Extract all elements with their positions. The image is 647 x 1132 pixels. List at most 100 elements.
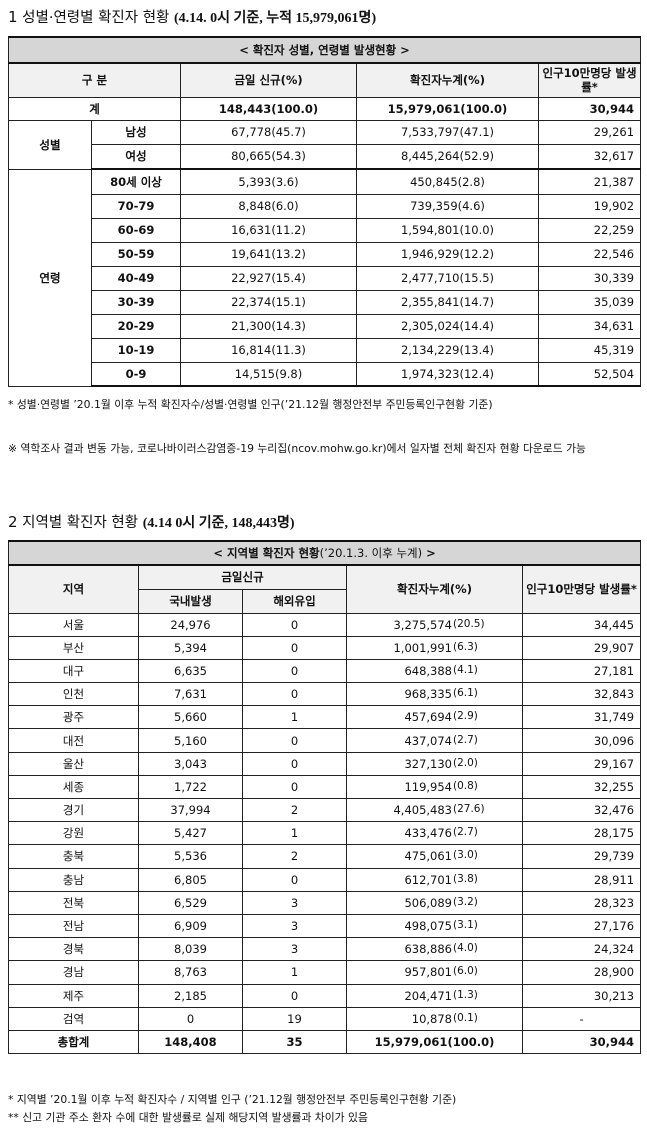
row-overseas: 1 <box>242 821 347 846</box>
row-label: 여성 <box>91 143 181 170</box>
row-region: 서울 <box>8 612 139 637</box>
row-region: 경기 <box>8 797 139 823</box>
header-rate: 인구10만명당 발생률* <box>521 564 642 614</box>
table1-total-row: 계 148,443(100.0) 15,979,061(100.0) 30,94… <box>8 96 642 121</box>
row-cum-pct: (2.7) <box>453 733 478 746</box>
table-row: 40-49 22,927(15.4) 2,477,710(15.5) 30,33… <box>9 265 642 291</box>
row-region: 전북 <box>8 890 139 915</box>
row-cumulative: 506,089 (3.2) <box>346 890 523 915</box>
row-region: 강원 <box>8 821 139 846</box>
row-label: 40-49 <box>91 265 181 291</box>
row-cumulative: 2,305,024(14.4) <box>356 313 539 339</box>
row-rate: 30,339 <box>537 265 642 291</box>
row-cum-value: 968,335 <box>404 687 452 702</box>
row-domestic: 5,427 <box>138 821 243 846</box>
table-row: 10-19 16,814(11.3) 2,134,229(13.4) 45,31… <box>9 337 642 363</box>
row-rate: 28,900 <box>521 960 642 985</box>
row-rate: 32,843 <box>521 682 642 707</box>
row-cum-pct: (4.0) <box>453 942 478 955</box>
row-rate: 30,096 <box>521 728 642 753</box>
table-row: 전북 6,529 3 506,089 (3.2) 28,323 <box>8 890 642 915</box>
row-rate: 52,504 <box>537 361 642 387</box>
row-cumulative: 2,477,710(15.5) <box>356 265 539 291</box>
row-rate: 21,387 <box>537 168 642 195</box>
table-row: 성별 남성 67,778(45.7) 7,533,797(47.1) 29,26… <box>8 119 642 170</box>
row-cum-value: 612,701 <box>404 872 452 887</box>
table-row: 0-9 14,515(9.8) 1,974,323(12.4) 52,504 <box>9 361 642 387</box>
row-cumulative: 3,275,574 (20.5) <box>346 612 523 637</box>
row-cumulative: 8,445,264(52.9) <box>356 143 539 170</box>
header-cumulative: 확진자누계(%) <box>356 62 539 98</box>
table-row: 강원 5,427 1 433,476 (2.7) 28,175 <box>8 821 642 846</box>
row-cumulative: 1,594,801(10.0) <box>356 217 539 243</box>
table-row: 30-39 22,374(15.1) 2,355,841(14.7) 35,03… <box>9 289 642 315</box>
row-cum-value: 457,694 <box>404 710 452 725</box>
row-today-new: 8,848(6.0) <box>180 193 357 219</box>
row-rate: 35,039 <box>537 289 642 315</box>
row-cumulative: 4,405,483 (27.6) <box>346 797 523 823</box>
row-cum-pct: (2.0) <box>453 756 478 769</box>
table2-caption-period: (’20.1.3. 이후 누계) <box>319 546 423 560</box>
row-region: 검역 <box>8 1006 139 1031</box>
section2-title: 지역별 확진자 현황 <box>22 515 139 531</box>
table2-caption-end: > <box>422 546 436 560</box>
row-region: 인천 <box>8 682 139 707</box>
row-cum-value: 204,471 <box>404 988 452 1003</box>
row-overseas: 1 <box>242 705 347 730</box>
row-cum-pct: (0.8) <box>453 779 478 792</box>
table-row: 광주 5,660 1 457,694 (2.9) 31,749 <box>8 705 642 730</box>
total-cumulative: 15,979,061(100.0) <box>346 1029 523 1054</box>
row-cum-pct: (20.5) <box>453 617 485 630</box>
section2-note-1: * 지역별 ’20.1월 이후 누적 확진자수 / 지역별 인구 (’21.12… <box>8 1093 457 1106</box>
row-cum-pct: (3.0) <box>453 849 478 862</box>
table-row: 대구 6,635 0 648,388 (4.1) 27,181 <box>8 658 642 684</box>
row-overseas: 0 <box>242 682 347 707</box>
row-today-new: 21,300(14.3) <box>180 313 357 339</box>
row-region: 충남 <box>8 867 139 892</box>
row-overseas: 0 <box>242 774 347 800</box>
row-cumulative: 119,954 (0.8) <box>346 774 523 800</box>
row-cumulative: 1,001,991 (6.3) <box>346 635 523 660</box>
table-row: 인천 7,631 0 968,335 (6.1) 32,843 <box>8 682 642 707</box>
row-region: 세종 <box>8 774 139 800</box>
row-region: 광주 <box>8 705 139 730</box>
total-rate: 30,944 <box>521 1029 642 1054</box>
row-cum-pct: (0.1) <box>453 1011 478 1024</box>
table-row: 50-59 19,641(13.2) 1,946,929(12.2) 22,54… <box>9 241 642 267</box>
row-overseas: 2 <box>242 844 347 869</box>
table-row: 연령 80세 이상 5,393(3.6) 450,845(2.8) 21,387 <box>8 168 642 387</box>
section1-note-2: ※ 역학조사 결과 변동 가능, 코로나바이러스감염증-19 누리집(ncov.… <box>8 442 586 455</box>
row-overseas: 0 <box>242 635 347 660</box>
row-cumulative: 968,335 (6.1) <box>346 682 523 707</box>
row-rate: 27,176 <box>521 913 642 939</box>
row-label: 남성 <box>91 119 181 145</box>
table-row: 경남 8,763 1 957,801 (6.0) 28,900 <box>8 960 642 985</box>
table-row: 70-79 8,848(6.0) 739,359(4.6) 19,902 <box>9 193 642 219</box>
section1-number: 1 <box>8 8 18 26</box>
total-domestic: 148,408 <box>138 1029 243 1054</box>
row-rate: 32,255 <box>521 774 642 800</box>
section2-heading: 2 지역별 확진자 현황 (4.14 0시 기준, 148,443명) <box>8 512 295 534</box>
row-domestic: 6,635 <box>138 658 243 684</box>
row-label: 60-69 <box>91 217 181 243</box>
row-region: 경남 <box>8 960 139 985</box>
header-domestic: 국내발생 <box>138 588 243 614</box>
row-rate: 27,181 <box>521 658 642 684</box>
row-cum-value: 1,001,991 <box>393 640 452 655</box>
row-today-new: 16,631(11.2) <box>180 217 357 243</box>
row-domestic: 3,043 <box>138 751 243 776</box>
total-cum-pct: (100.0) <box>447 1034 495 1049</box>
table-row: 검역 0 19 10,878 (0.1) - <box>8 1006 642 1031</box>
row-rate: 34,445 <box>521 612 642 637</box>
row-today-new: 22,927(15.4) <box>180 265 357 291</box>
row-today-new: 14,515(9.8) <box>180 361 357 387</box>
section1-subtitle: (4.14. 0시 기준, 누적 15,979,061명) <box>174 11 377 26</box>
section1-note-1: * 성별·연령별 ’20.1월 이후 누적 확진자수/성별·연령별 인구(’21… <box>8 398 493 411</box>
row-overseas: 0 <box>242 751 347 776</box>
row-rate: 31,749 <box>521 705 642 730</box>
row-rate: 29,907 <box>521 635 642 660</box>
table-row: 경기 37,994 2 4,405,483 (27.6) 32,476 <box>8 797 642 823</box>
row-cum-value: 437,074 <box>404 733 452 748</box>
row-cum-value: 506,089 <box>404 895 452 910</box>
table-row: 충남 6,805 0 612,701 (3.8) 28,911 <box>8 867 642 892</box>
